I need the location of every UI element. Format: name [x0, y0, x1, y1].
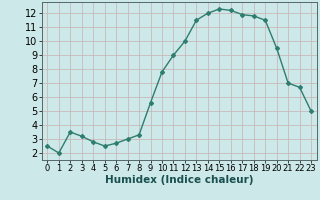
X-axis label: Humidex (Indice chaleur): Humidex (Indice chaleur) [105, 175, 253, 185]
